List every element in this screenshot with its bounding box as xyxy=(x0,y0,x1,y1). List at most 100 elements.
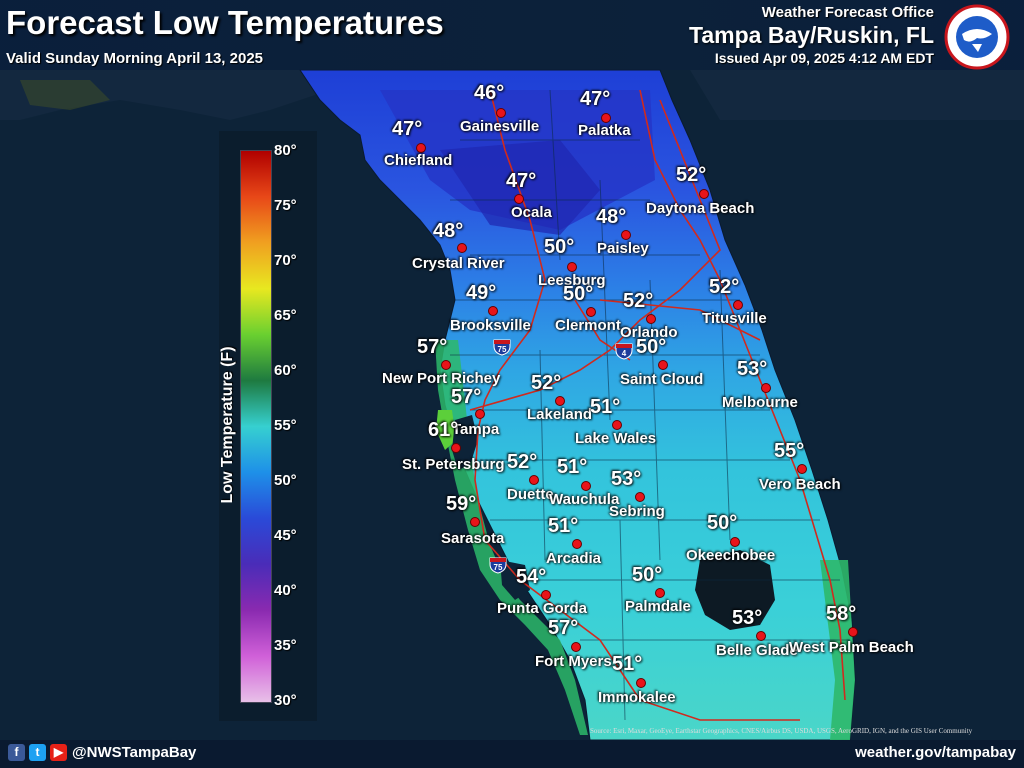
city-name: Sebring xyxy=(609,503,665,520)
city-marker-dot xyxy=(621,230,631,240)
city-marker-dot xyxy=(581,481,591,491)
city-marker-dot xyxy=(514,194,524,204)
city-name: Fort Myers xyxy=(535,653,612,670)
lake-okeechobee xyxy=(695,550,775,630)
social-handle[interactable]: @NWSTampaBay xyxy=(72,744,197,761)
city-temperature: 47° xyxy=(580,88,611,110)
city-temperature: 58° xyxy=(826,603,857,625)
city-marker-dot xyxy=(601,113,611,123)
city-marker-dot xyxy=(541,590,551,600)
city-marker-dot xyxy=(733,300,743,310)
city-temperature: 50° xyxy=(632,564,663,586)
city-name: Punta Gorda xyxy=(497,600,588,617)
city-marker-dot xyxy=(470,517,480,527)
city-temperature: 51° xyxy=(557,456,588,478)
city-name: Paisley xyxy=(597,240,649,257)
shield-label: 75 xyxy=(494,563,503,572)
city-marker-dot xyxy=(646,314,656,324)
city-marker-dot xyxy=(761,383,771,393)
legend-title: Low Temperature (F) xyxy=(219,346,236,504)
city-temperature: 52° xyxy=(676,164,707,186)
city-name: Orlando xyxy=(620,324,678,341)
city-marker-dot xyxy=(567,262,577,272)
city-marker-dot xyxy=(655,588,665,598)
legend-tick-label: 30° xyxy=(274,692,297,709)
city-temperature: 53° xyxy=(732,607,763,629)
city-name: Titusville xyxy=(702,310,767,327)
shield-label: 75 xyxy=(498,345,507,354)
city-temperature: 59° xyxy=(446,493,477,515)
header-bar xyxy=(0,0,1024,70)
st-marks-land xyxy=(20,80,110,110)
city-temperature: 46° xyxy=(474,82,505,104)
shield-label: 4 xyxy=(622,349,627,358)
city-name: Okeechobee xyxy=(686,547,776,564)
office-name: Tampa Bay/Ruskin, FL xyxy=(689,22,934,48)
city-marker-dot xyxy=(797,464,807,474)
city-marker-dot xyxy=(612,420,622,430)
city-marker-dot xyxy=(441,360,451,370)
nws-logo-icon xyxy=(944,4,1010,70)
city-marker-dot xyxy=(730,537,740,547)
city-name: New Port Richey xyxy=(382,370,501,387)
warm-pinellas xyxy=(436,410,456,450)
city-marker-dot xyxy=(496,108,506,118)
footer-bar xyxy=(0,740,1024,768)
highways xyxy=(469,89,846,721)
city-name: Melbourne xyxy=(722,394,798,411)
city-marker-dot xyxy=(416,143,426,153)
legend-tick-label: 80° xyxy=(274,142,297,159)
city-marker-dot xyxy=(658,360,668,370)
city-marker-dot xyxy=(555,396,565,406)
legend-tick-label: 40° xyxy=(274,582,297,599)
city-marker-dot xyxy=(488,306,498,316)
city-temperature: 57° xyxy=(548,617,579,639)
city-marker-dot xyxy=(636,678,646,688)
city-name: Sarasota xyxy=(441,530,505,547)
city-name: West Palm Beach xyxy=(789,639,914,656)
city-marker-dot xyxy=(586,307,596,317)
legend-tick-label: 50° xyxy=(274,472,297,489)
city-name: Palmdale xyxy=(625,598,691,615)
city-marker-dot xyxy=(457,243,467,253)
city-temperature: 47° xyxy=(506,170,537,192)
legend-tick-label: 45° xyxy=(274,527,297,544)
city-name: St. Petersburg xyxy=(402,456,505,473)
website-link[interactable]: weather.gov/tampabay xyxy=(855,744,1016,761)
city-temperature: 52° xyxy=(507,451,538,473)
tampa-bay xyxy=(452,415,478,470)
city-temperature: 57° xyxy=(451,386,482,408)
map-source: Source: Esri, Maxar, GeoEye, Earthstar G… xyxy=(590,727,973,735)
city-name: Brooksville xyxy=(450,317,531,334)
city-name: Vero Beach xyxy=(759,476,841,493)
youtube-icon[interactable]: ▶ xyxy=(50,744,67,761)
city-temperature: 48° xyxy=(433,220,464,242)
city-temperature: 50° xyxy=(544,236,575,258)
valid-time: Valid Sunday Morning April 13, 2025 xyxy=(6,50,264,67)
city-temperature: 51° xyxy=(590,396,621,418)
city-name: Gainesville xyxy=(460,118,540,135)
issued-time: Issued Apr 09, 2025 4:12 AM EDT xyxy=(714,50,934,66)
city-marker-dot xyxy=(572,539,582,549)
facebook-icon[interactable]: f xyxy=(8,744,25,761)
city-name: Saint Cloud xyxy=(620,371,704,388)
city-temperature: 57° xyxy=(417,336,448,358)
city-name: Belle Glade xyxy=(716,642,798,659)
cold-zone-ocala xyxy=(440,140,600,235)
city-name: Palatka xyxy=(578,122,631,139)
city-temperature: 47° xyxy=(392,118,423,140)
georgia-land xyxy=(0,70,1024,120)
warm-coast-east xyxy=(820,560,855,740)
charlotte-harbor xyxy=(500,560,530,600)
city-temperature: 55° xyxy=(774,440,805,462)
city-marker-dot xyxy=(451,443,461,453)
interstate-4-shield: 4 xyxy=(615,343,633,360)
legend-tick-label: 75° xyxy=(274,197,297,214)
city-name: Arcadia xyxy=(546,550,602,567)
twitter-icon[interactable]: t xyxy=(29,744,46,761)
city-temperature: 51° xyxy=(548,515,579,537)
city-temperature: 52° xyxy=(623,290,654,312)
city-name: Lake Wales xyxy=(575,430,657,447)
city-marker-dot xyxy=(848,627,858,637)
